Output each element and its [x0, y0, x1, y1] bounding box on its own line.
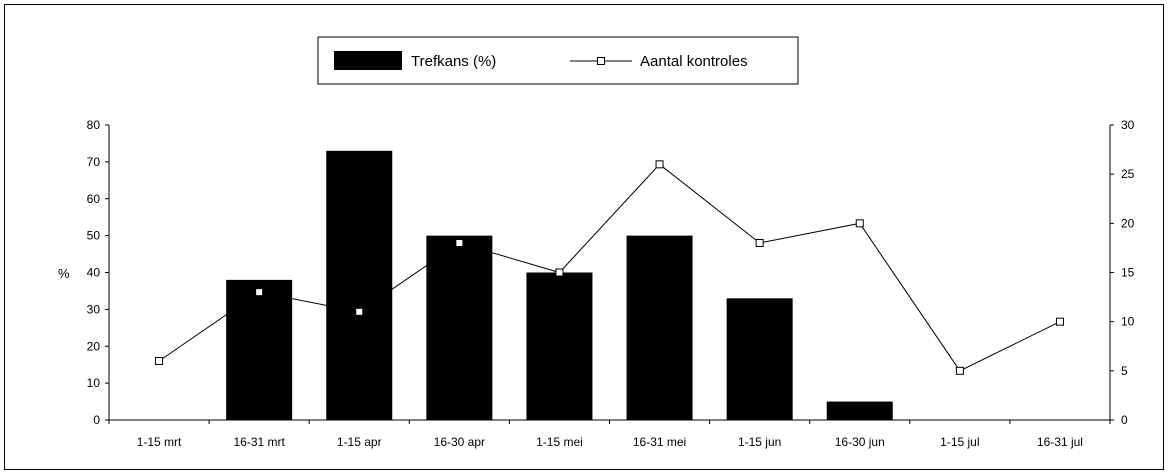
bar: [626, 235, 693, 420]
y-tick-label-right: 0: [1121, 413, 1128, 427]
line-point: [255, 288, 264, 297]
y-tick-label-right: 20: [1121, 216, 1135, 230]
x-tick-label: 1-15 jul: [940, 435, 979, 449]
line-point: [755, 239, 764, 247]
bar: [826, 401, 893, 420]
y-tick-label-left: 50: [87, 229, 101, 243]
x-tick-label: 16-31 mrt: [233, 435, 285, 449]
y-tick-label-left: 40: [87, 266, 101, 280]
y-tick-label-left: 80: [87, 118, 101, 132]
y-tick-label-left: 70: [87, 155, 101, 169]
line-point: [355, 307, 364, 316]
plot-area: 0 10 20 30 40 50 60 70 80 0 5 10 15 20 25 30 1-15 mrt 16-…: [87, 118, 1135, 449]
y-tick-label-left: 0: [93, 413, 100, 427]
y-tick-label-left: 60: [87, 192, 101, 206]
x-tick-label: 1-15 mei: [536, 435, 583, 449]
y-tick-label-right: 15: [1121, 266, 1135, 280]
y-axis-title: %: [58, 266, 70, 281]
y-tick-label-left: 30: [87, 302, 101, 316]
x-tick-label: 16-30 jun: [835, 435, 885, 449]
bar: [726, 298, 793, 420]
x-tick-label: 16-30 apr: [434, 435, 485, 449]
series-line-aantal-kontroles: [158, 163, 1061, 372]
bar: [426, 235, 493, 420]
y-tick-label-right: 10: [1121, 315, 1135, 329]
legend-swatch-trefkans: [334, 51, 402, 70]
y-tick-label-left: 20: [87, 339, 101, 353]
line-point: [855, 219, 864, 228]
y-tick-label-right: 5: [1121, 364, 1128, 378]
legend: Trefkans (%) Aantal kontroles: [317, 36, 799, 85]
legend-label-aantal: Aantal kontroles: [640, 53, 748, 70]
x-tick-label: 16-31 jul: [1037, 435, 1083, 449]
x-tick-label: 1-15 mrt: [137, 435, 182, 449]
legend-label-trefkans: Trefkans (%): [411, 53, 496, 70]
y-tick-label-right: 30: [1121, 118, 1135, 132]
line-point: [655, 160, 664, 169]
line-point: [1055, 317, 1064, 326]
bar: [226, 279, 293, 420]
legend-marker-aantal: [597, 57, 605, 65]
bar: [326, 150, 393, 420]
y-tick-label-right: 25: [1121, 167, 1135, 181]
x-tick-label: 16-31 mei: [633, 435, 686, 449]
line-point: [555, 268, 564, 277]
line-point: [955, 366, 964, 375]
x-tick-label: 1-15 apr: [337, 435, 382, 449]
bar: [526, 272, 593, 420]
line-point: [155, 357, 164, 365]
y-tick-label-left: 10: [87, 376, 101, 390]
line-point: [455, 239, 464, 247]
x-tick-label: 1-15 jun: [738, 435, 781, 449]
